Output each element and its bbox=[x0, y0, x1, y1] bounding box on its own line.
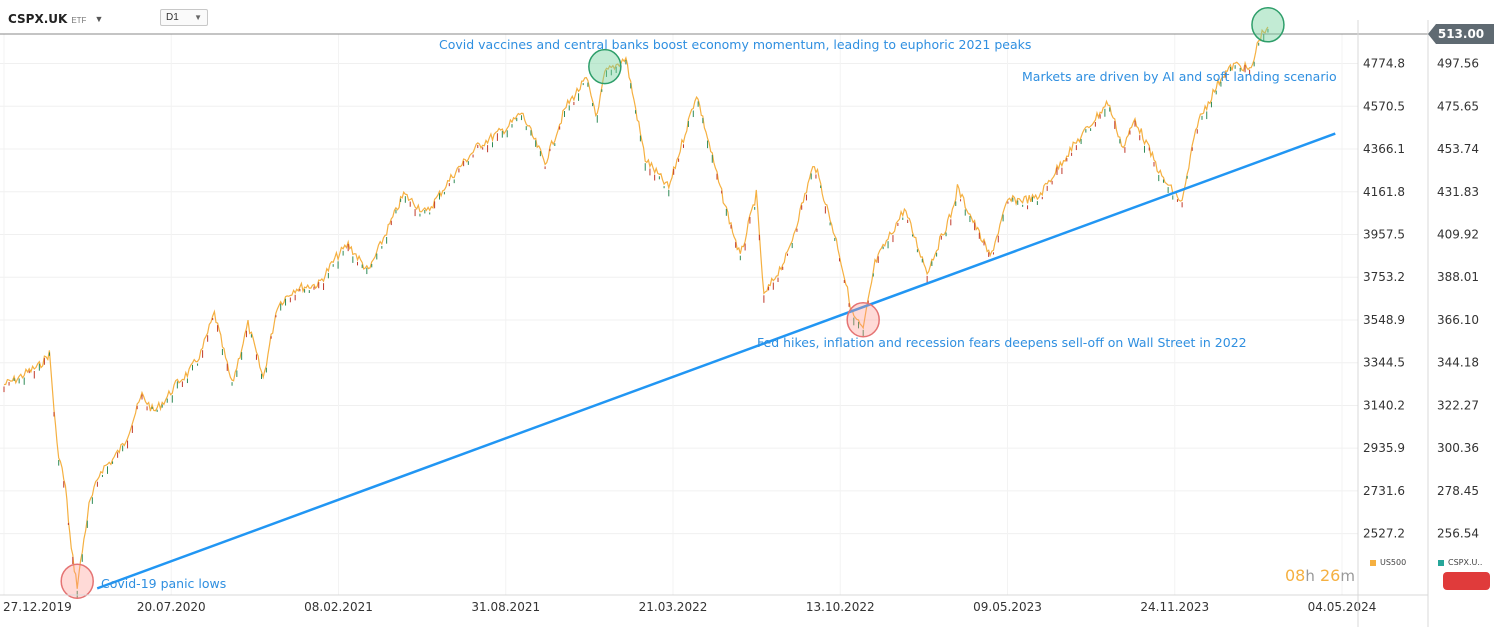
right-axis-tick: 475.65 bbox=[1437, 99, 1479, 113]
candle-countdown: 08h 26m bbox=[1285, 566, 1355, 585]
last-price-tag: 513.00 bbox=[1428, 24, 1494, 44]
timer-minutes: 26 bbox=[1319, 566, 1341, 585]
symbol-type: ETF bbox=[71, 16, 87, 25]
left-axis-tick: 2935.9 bbox=[1363, 441, 1405, 455]
chart-grid bbox=[0, 33, 1428, 595]
right-axis-tick: 431.83 bbox=[1437, 185, 1479, 199]
candle-marks bbox=[3, 28, 1269, 598]
x-axis-tick: 09.05.2023 bbox=[973, 600, 1042, 614]
highlight-circle-green bbox=[588, 48, 622, 85]
right-axis-tick: 322.27 bbox=[1437, 398, 1479, 412]
price-series bbox=[3, 26, 1269, 589]
legend-label: US500 bbox=[1380, 558, 1407, 567]
left-axis-tick: 3140.2 bbox=[1363, 398, 1405, 412]
left-axis-tick: 3753.2 bbox=[1363, 270, 1405, 284]
right-axis-tick: 366.10 bbox=[1437, 313, 1479, 327]
timer-hours: 08 bbox=[1285, 566, 1306, 585]
right-axis-tick: 278.45 bbox=[1437, 484, 1479, 498]
timer-m-unit: m bbox=[1340, 567, 1355, 585]
left-axis-tick: 4774.8 bbox=[1363, 57, 1405, 71]
price-axes: 4774.8 497.56 4570.5 475.65 4366.1 453.74 4161… bbox=[0, 20, 1479, 627]
right-axis-tick: 453.74 bbox=[1437, 142, 1479, 156]
highlight-circle-red bbox=[60, 563, 94, 599]
left-axis-tick: 3957.5 bbox=[1363, 227, 1405, 241]
legend-swatch bbox=[1370, 559, 1376, 566]
chevron-down-icon: ▼ bbox=[194, 13, 202, 22]
timeframe-value: D1 bbox=[166, 12, 179, 23]
left-axis-tick: 2527.2 bbox=[1363, 527, 1405, 541]
left-axis-tick: 3548.9 bbox=[1363, 313, 1405, 327]
x-axis-tick: 31.08.2021 bbox=[471, 600, 540, 614]
legend-label: CSPX.U.. bbox=[1448, 558, 1483, 567]
x-axis-tick: 04.05.2024 bbox=[1308, 600, 1377, 614]
annotation-ai: Markets are driven by AI and soft landin… bbox=[1022, 69, 1337, 84]
legend-cspx[interactable]: CSPX.U.. bbox=[1438, 558, 1482, 567]
x-axis-tick: 08.02.2021 bbox=[304, 600, 373, 614]
left-axis-tick: 4161.8 bbox=[1363, 185, 1405, 199]
x-axis-tick: 13.10.2022 bbox=[806, 600, 875, 614]
us500-line bbox=[3, 26, 1269, 589]
x-axis-tick: 24.11.2023 bbox=[1140, 600, 1209, 614]
support-trendline bbox=[96, 132, 1336, 590]
right-axis-tick: 388.01 bbox=[1437, 270, 1479, 284]
annotation-2022-selloff: Fed hikes, inflation and recession fears… bbox=[757, 335, 1247, 350]
right-axis-tick: 497.56 bbox=[1437, 57, 1479, 71]
right-axis-tick: 256.54 bbox=[1437, 527, 1479, 541]
left-axis-tick: 4366.1 bbox=[1363, 142, 1405, 156]
annotation-covid-low: Covid-19 panic lows bbox=[101, 576, 227, 591]
left-axis-tick: 4570.5 bbox=[1363, 99, 1405, 113]
sell-button[interactable] bbox=[1443, 572, 1490, 590]
chart-toolbar: CSPX.UK ETF ▼ D1 ▼ bbox=[8, 8, 208, 30]
annotation-2021-peak: Covid vaccines and central banks boost e… bbox=[439, 37, 1032, 52]
x-axis-tick: 20.07.2020 bbox=[137, 600, 206, 614]
left-axis-tick: 2731.6 bbox=[1363, 484, 1405, 498]
right-axis-tick: 344.18 bbox=[1437, 356, 1479, 370]
symbol-dropdown-icon[interactable]: ▼ bbox=[94, 14, 104, 24]
x-axis-tick: 27.12.2019 bbox=[3, 600, 72, 614]
x-axis-tick: 21.03.2022 bbox=[639, 600, 708, 614]
symbol-name[interactable]: CSPX.UK bbox=[8, 12, 68, 26]
trendline-group bbox=[96, 132, 1336, 590]
legend-us500[interactable]: US500 bbox=[1370, 558, 1406, 567]
legend-swatch bbox=[1438, 559, 1444, 566]
left-axis-tick: 3344.5 bbox=[1363, 356, 1405, 370]
right-axis-tick: 300.36 bbox=[1437, 441, 1479, 455]
highlight-circles bbox=[60, 7, 1285, 599]
highlight-circle-red bbox=[846, 301, 880, 338]
timeframe-select[interactable]: D1 ▼ bbox=[160, 9, 208, 26]
right-axis-tick: 409.92 bbox=[1437, 227, 1479, 241]
timer-h-unit: h bbox=[1305, 567, 1315, 585]
highlight-circle-green bbox=[1251, 7, 1285, 43]
